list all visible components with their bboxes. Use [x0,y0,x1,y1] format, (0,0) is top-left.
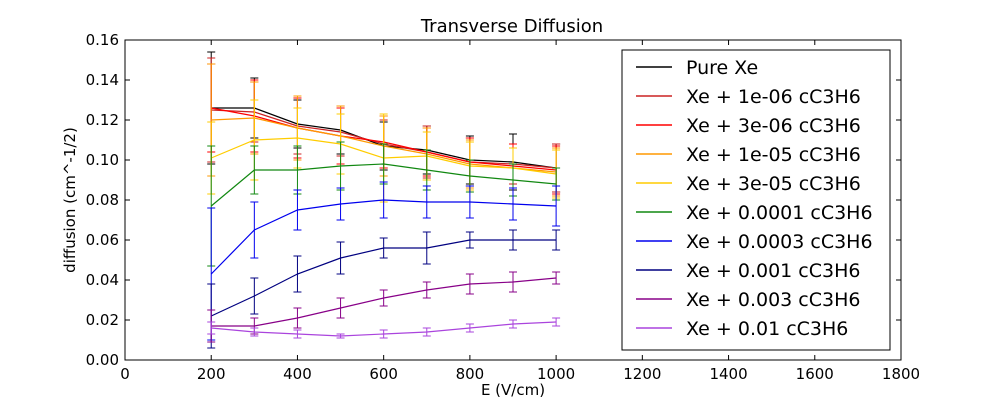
y-axis-label: diffusion (cm^-1/2) [61,127,79,273]
y-tick-label: 0.14 [86,71,119,89]
legend-item: Xe + 0.01 cC3H6 [636,318,848,340]
legend-label: Pure Xe [686,57,758,79]
legend-label: Xe + 0.0003 cC3H6 [686,231,873,253]
x-tick-label: 1200 [623,365,661,383]
legend-item: Xe + 1e-05 cC3H6 [636,144,861,166]
y-tick-label: 0.12 [86,111,119,129]
y-tick-label: 0.08 [86,191,119,209]
series-line [211,321,557,337]
x-tick-label: 600 [369,365,398,383]
y-tick-label: 0.00 [86,351,119,369]
legend-item: Xe + 1e-06 cC3H6 [636,86,861,108]
x-tick-label: 1000 [537,365,575,383]
legend-item: Xe + 0.003 cC3H6 [636,289,860,311]
y-tick-label: 0.04 [86,271,119,289]
legend-item: Xe + 0.001 cC3H6 [636,260,860,282]
y-tick-label: 0.06 [86,231,119,249]
series-6 [207,181,561,341]
legend-label: Xe + 0.01 cC3H6 [686,318,848,340]
x-axis-label: E (V/cm) [481,381,545,399]
series-7 [207,229,561,349]
y-tick-label: 0.10 [86,151,119,169]
x-tick-label: 1400 [709,365,747,383]
legend-item: Xe + 0.0001 cC3H6 [636,202,873,224]
x-tick-label: 1600 [796,365,834,383]
legend-label: Xe + 1e-05 cC3H6 [686,144,861,166]
axis-ticks: 0 200 400 600 800 1000 1200 1400 1600 1800 0.00 0.0… [86,31,921,383]
x-tick-label: 400 [283,365,312,383]
legend-item: Pure Xe [636,57,758,79]
legend-label: Xe + 0.003 cC3H6 [686,289,860,311]
x-tick-label: 800 [456,365,485,383]
series-line [210,239,557,317]
legend-label: Xe + 0.001 cC3H6 [686,260,860,282]
series-line [210,199,557,275]
legend-item: Xe + 3e-06 cC3H6 [636,115,861,137]
series-line [211,277,557,327]
x-tick-label: 1800 [882,365,920,383]
legend-label: Xe + 3e-06 cC3H6 [686,115,861,137]
series-line [210,163,557,207]
y-tick-label: 0.02 [86,311,119,329]
x-tick-label: 0 [120,365,130,383]
legend-label: Xe + 0.0001 cC3H6 [686,202,873,224]
series-9 [207,317,561,339]
chart-title: Transverse Diffusion [420,16,603,37]
legend: Pure Xe Xe + 1e-06 cC3H6 Xe + 3e-06 cC3H6 X… [621,49,891,351]
legend-item: Xe + 0.0003 cC3H6 [636,231,873,253]
y-tick-label: 0.16 [86,31,119,49]
legend-item: Xe + 3e-05 cC3H6 [636,173,861,195]
legend-box [621,49,891,351]
plot-area [207,51,561,349]
x-tick-label: 200 [197,365,226,383]
legend-label: Xe + 3e-05 cC3H6 [686,173,861,195]
legend-label: Xe + 1e-06 cC3H6 [686,86,861,108]
